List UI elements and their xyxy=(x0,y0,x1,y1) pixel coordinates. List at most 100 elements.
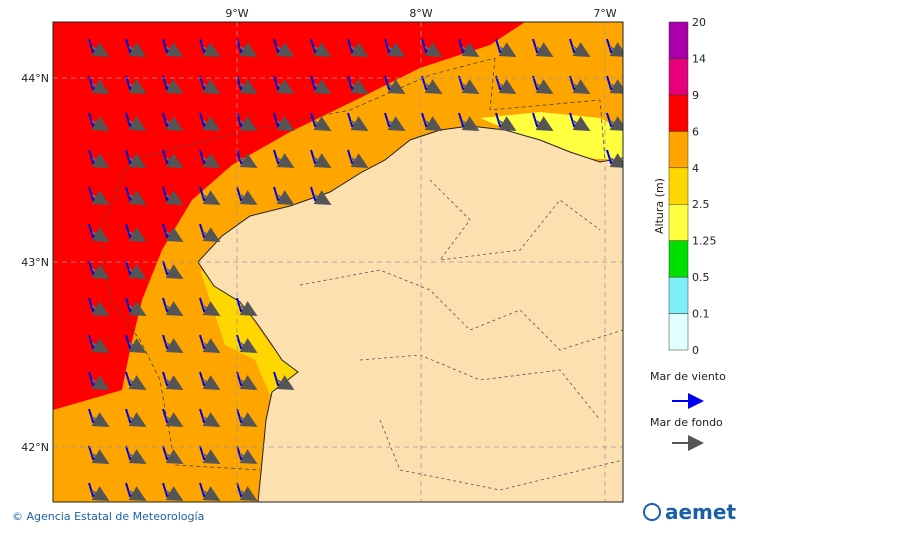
colorbar-bin xyxy=(668,313,689,351)
colorbar-tick-label: 9 xyxy=(692,89,699,102)
swell-arrow xyxy=(202,153,221,168)
swell-arrow xyxy=(313,153,332,168)
swell-arrow xyxy=(202,227,221,242)
colorbar-tick-label: 14 xyxy=(692,52,706,65)
swell-arrow xyxy=(91,375,110,390)
colorbar-tick-label: 20 xyxy=(692,16,706,29)
swell-arrow xyxy=(609,79,623,94)
swell-arrow xyxy=(165,153,184,168)
swell-arrow xyxy=(202,190,221,205)
colorbar-bin xyxy=(668,21,689,59)
swell-arrow xyxy=(424,42,443,57)
colorbar-tick-label: 0.5 xyxy=(692,271,710,284)
lat-label: 42°N xyxy=(21,441,49,454)
swell-arrow xyxy=(350,42,369,57)
swell-arrow xyxy=(609,116,623,131)
swell-arrow xyxy=(239,412,258,427)
swell-arrow xyxy=(128,301,147,316)
swell-arrow xyxy=(91,449,110,464)
graticule xyxy=(53,22,623,502)
swell-arrow xyxy=(128,227,147,242)
swell-arrow xyxy=(276,79,295,94)
swell-arrow xyxy=(498,79,517,94)
swell-arrow xyxy=(387,42,406,57)
swell-arrow xyxy=(202,412,221,427)
swell-arrow xyxy=(165,227,184,242)
colorbar-tick-label: 0 xyxy=(692,344,699,357)
swell-arrow xyxy=(128,42,147,57)
swell-arrow xyxy=(165,42,184,57)
swell-arrow xyxy=(313,42,332,57)
colorbar-tick-label: 2.5 xyxy=(692,198,710,211)
swell-arrow xyxy=(165,301,184,316)
swell-arrow xyxy=(239,486,258,501)
colorbar-bin xyxy=(668,276,689,314)
swell-arrow xyxy=(276,190,295,205)
swell-arrow xyxy=(91,116,110,131)
swell-arrow xyxy=(498,116,517,131)
swell-arrow xyxy=(239,301,258,316)
swell-arrow xyxy=(165,79,184,94)
swell-arrow xyxy=(424,116,443,131)
swell-arrow xyxy=(239,116,258,131)
swell-arrow xyxy=(313,79,332,94)
swell-arrow xyxy=(91,301,110,316)
swell-arrow xyxy=(165,190,184,205)
swell-arrow xyxy=(609,42,623,57)
lon-label: 8°W xyxy=(409,7,432,20)
swell-arrow xyxy=(276,116,295,131)
arrow-field xyxy=(88,38,623,501)
legend-label: Mar de viento xyxy=(650,370,726,383)
swell-arrow xyxy=(165,486,184,501)
swell-arrow xyxy=(128,264,147,279)
sea-yellow xyxy=(200,270,300,395)
swell-arrow xyxy=(535,79,554,94)
swell-arrow xyxy=(91,486,110,501)
legend-label: Mar de fondo xyxy=(650,416,723,429)
colorbar-bin xyxy=(668,94,689,132)
swell-arrow xyxy=(202,375,221,390)
map-frame xyxy=(52,21,624,503)
swell-arrow xyxy=(202,301,221,316)
swell-arrow xyxy=(572,79,591,94)
swell-arrow xyxy=(91,227,110,242)
swell-arrow xyxy=(239,153,258,168)
swell-arrow xyxy=(239,79,258,94)
swell-arrow xyxy=(239,338,258,353)
swell-arrow xyxy=(128,153,147,168)
logo: aemet xyxy=(665,500,736,524)
swell-arrow xyxy=(128,190,147,205)
lat-label: 43°N xyxy=(21,256,49,269)
swell-arrow xyxy=(387,116,406,131)
swell-arrow xyxy=(165,116,184,131)
swell-arrow xyxy=(128,116,147,131)
swell-arrow xyxy=(276,375,295,390)
swell-arrow xyxy=(128,79,147,94)
swell-arrow xyxy=(91,190,110,205)
swell-arrow xyxy=(128,338,147,353)
lat-label: 44°N xyxy=(21,72,49,85)
colorbar-bin xyxy=(668,167,689,205)
swell-arrow xyxy=(313,190,332,205)
credit: © Agencia Estatal de Meteorología xyxy=(12,510,204,523)
swell-arrow xyxy=(350,116,369,131)
swell-arrow xyxy=(91,153,110,168)
swell-arrow xyxy=(165,375,184,390)
swell-arrow xyxy=(276,153,295,168)
colorbar: 0 0.1 0.5 1.25 2.5 4 6 9 14 20 xyxy=(668,16,717,357)
swell-arrow xyxy=(239,375,258,390)
colorbar-tick-label: 4 xyxy=(692,162,699,175)
land xyxy=(197,125,623,502)
logo-icon xyxy=(643,503,661,521)
swell-arrow xyxy=(202,116,221,131)
swell-arrow xyxy=(609,153,623,168)
colorbar-tick-label: 6 xyxy=(692,125,699,138)
swell-arrow xyxy=(128,412,147,427)
swell-arrow xyxy=(128,449,147,464)
swell-arrow xyxy=(202,42,221,57)
swell-arrow xyxy=(128,486,147,501)
swell-arrow xyxy=(313,116,332,131)
swell-arrow xyxy=(202,449,221,464)
